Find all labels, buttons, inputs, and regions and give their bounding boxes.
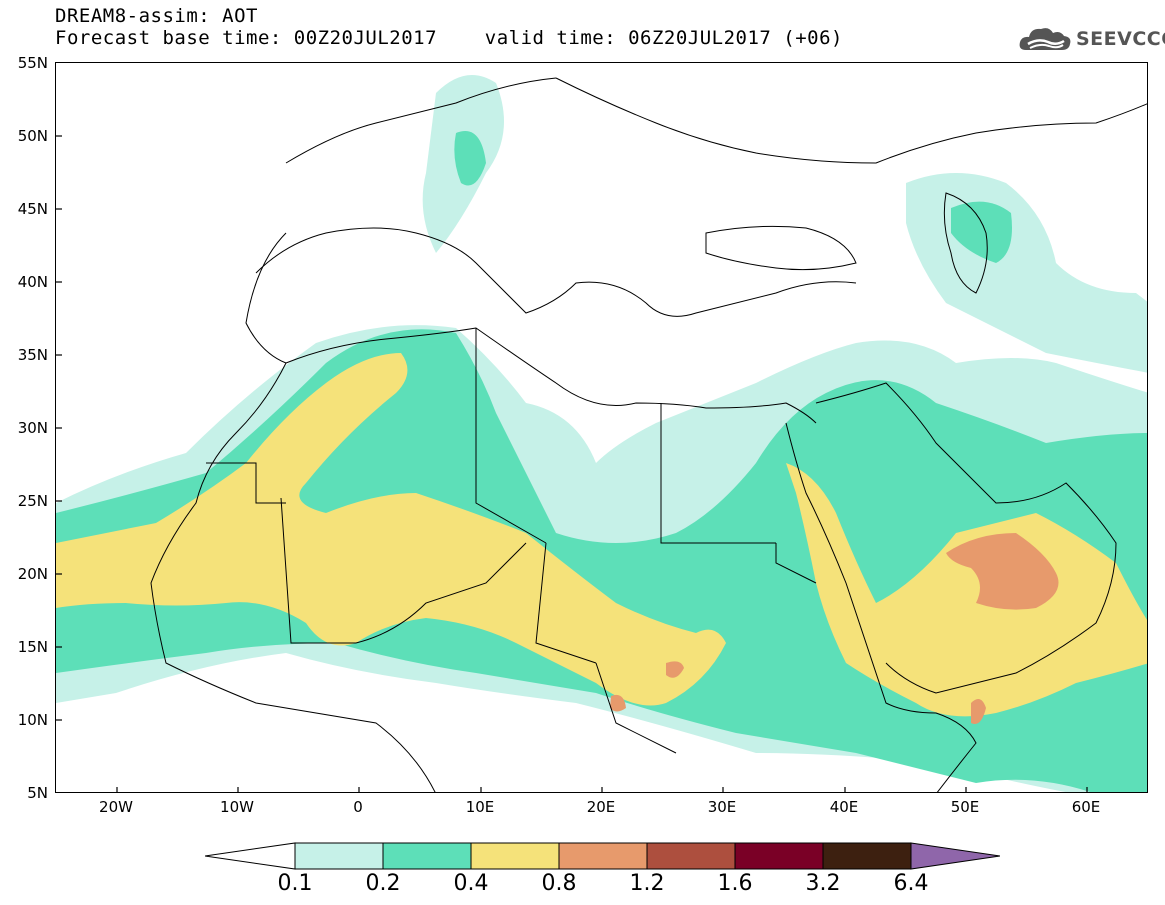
- cloud-icon: [1019, 28, 1071, 50]
- aot-band-0.8: [610, 533, 1059, 724]
- lat-label-15n: 15N: [17, 638, 48, 656]
- colorbar-under-triangle: [205, 842, 296, 870]
- lat-label-40n: 40N: [17, 273, 48, 291]
- colorbar-label-0.8: 0.8: [541, 871, 577, 896]
- lat-label-35n: 35N: [17, 346, 48, 364]
- lat-label-50n: 50N: [17, 127, 48, 145]
- colorbar-label-1.6: 1.6: [717, 871, 753, 896]
- logo-text: SEEVCCC: [1076, 28, 1165, 50]
- aot-band-0.4: [56, 353, 1147, 717]
- seevccc-logo: SEEVCCC: [1018, 22, 1165, 56]
- lon-label-50e: 50E: [950, 798, 980, 816]
- lon-label-20w: 20W: [99, 798, 133, 816]
- lon-label-30e: 30E: [707, 798, 737, 816]
- lat-label-45n: 45N: [17, 200, 48, 218]
- colorbar-over-triangle: [910, 842, 1000, 870]
- colorbar-label-6.4: 6.4: [893, 871, 929, 896]
- lon-label-60e: 60E: [1071, 798, 1101, 816]
- aot-map: [55, 62, 1148, 793]
- colorbar-bin-1.6-3.2: [734, 842, 824, 870]
- colorbar-label-1.2: 1.2: [629, 871, 665, 896]
- colorbar-label-0.4: 0.4: [453, 871, 489, 896]
- lat-label-20n: 20N: [17, 565, 48, 583]
- lon-label-20e: 20E: [586, 798, 616, 816]
- colorbar-label-0.2: 0.2: [365, 871, 401, 896]
- lat-label-5n: 5N: [27, 784, 48, 802]
- lat-label-30n: 30N: [17, 419, 48, 437]
- colorbar-bin-3.2-6.4: [822, 842, 912, 870]
- aot-field-svg: [56, 75, 1147, 792]
- axis-ticks: [56, 135, 1088, 792]
- colorbar-label-0.1: 0.1: [277, 871, 313, 896]
- colorbar: [205, 842, 1000, 870]
- lat-label-10n: 10N: [17, 711, 48, 729]
- lat-label-25n: 25N: [17, 492, 48, 510]
- lon-label-40e: 40E: [829, 798, 859, 816]
- map-title: DREAM8-assim: AOT: [55, 5, 258, 27]
- colorbar-bin-0.8-1.2: [558, 842, 648, 870]
- lat-label-55n: 55N: [17, 54, 48, 72]
- colorbar-bin-0.2-0.4: [382, 842, 472, 870]
- lon-label-10w: 10W: [220, 798, 254, 816]
- colorbar-bin-0.4-0.8: [470, 842, 560, 870]
- colorbar-bin-1.2-1.6: [646, 842, 736, 870]
- colorbar-bin-0.1-0.2: [294, 842, 384, 870]
- colorbar-label-3.2: 3.2: [805, 871, 841, 896]
- forecast-time-line: Forecast base time: 00Z20JUL2017 valid t…: [55, 27, 843, 49]
- coastlines: [150, 77, 1147, 792]
- lon-label-0: 0: [353, 798, 363, 816]
- lon-label-10e: 10E: [465, 798, 495, 816]
